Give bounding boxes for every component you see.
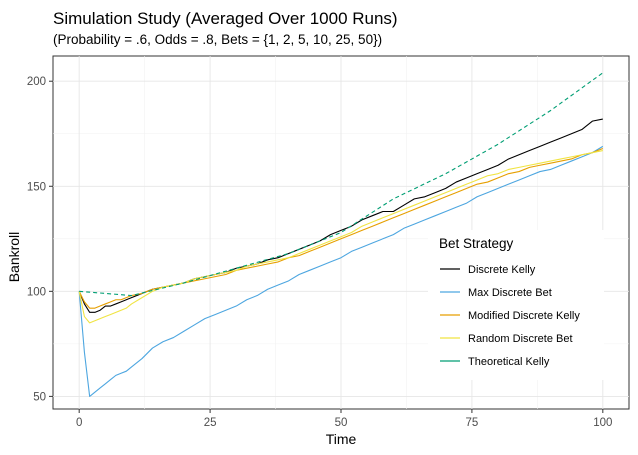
legend-background — [428, 230, 604, 380]
x-tick-label: 75 — [466, 417, 479, 429]
series-line-max-discrete-bet — [78, 145, 604, 397]
legend-label-max-discrete-bet: Max Discrete Bet — [468, 287, 552, 299]
x-axis-ticks: 0 25 50 75 100 — [76, 409, 612, 429]
x-tick-label: 25 — [204, 417, 217, 429]
series-line-discrete-kelly — [78, 118, 603, 313]
legend-label-random-discrete-bet: Random Discrete Bet — [468, 333, 573, 345]
y-tick-label: 200 — [27, 76, 46, 88]
y-tick-label: 150 — [27, 181, 46, 193]
x-tick-label: 100 — [593, 417, 612, 429]
legend-label-discrete-kelly: Discrete Kelly — [468, 264, 536, 276]
y-tick-label: 100 — [27, 286, 46, 298]
legend-label-theoretical-kelly: Theoretical Kelly — [468, 356, 550, 368]
legend-title: Bet Strategy — [439, 236, 514, 251]
series-line-theoretical-kelly — [79, 72, 604, 297]
series-line-random-discrete-bet — [78, 150, 603, 324]
x-tick-label: 0 — [76, 417, 82, 429]
chart-title: Simulation Study (Averaged Over 1000 Run… — [53, 9, 398, 28]
series-line-modified-discrete-kelly — [78, 147, 604, 309]
legend: Bet Strategy Discrete Kelly Max Discrete … — [428, 230, 604, 380]
series-lines — [78, 72, 604, 397]
legend-label-modified-discrete-kelly: Modified Discrete Kelly — [468, 310, 580, 322]
x-tick-label: 50 — [335, 417, 348, 429]
chart-subtitle: (Probability = .6, Odds = .8, Bets = {1,… — [53, 32, 382, 47]
x-axis-title: Time — [326, 431, 357, 447]
y-tick-label: 50 — [33, 391, 46, 403]
y-axis-ticks: 50 100 150 200 — [27, 76, 53, 403]
y-axis-title: Bankroll — [6, 232, 22, 283]
